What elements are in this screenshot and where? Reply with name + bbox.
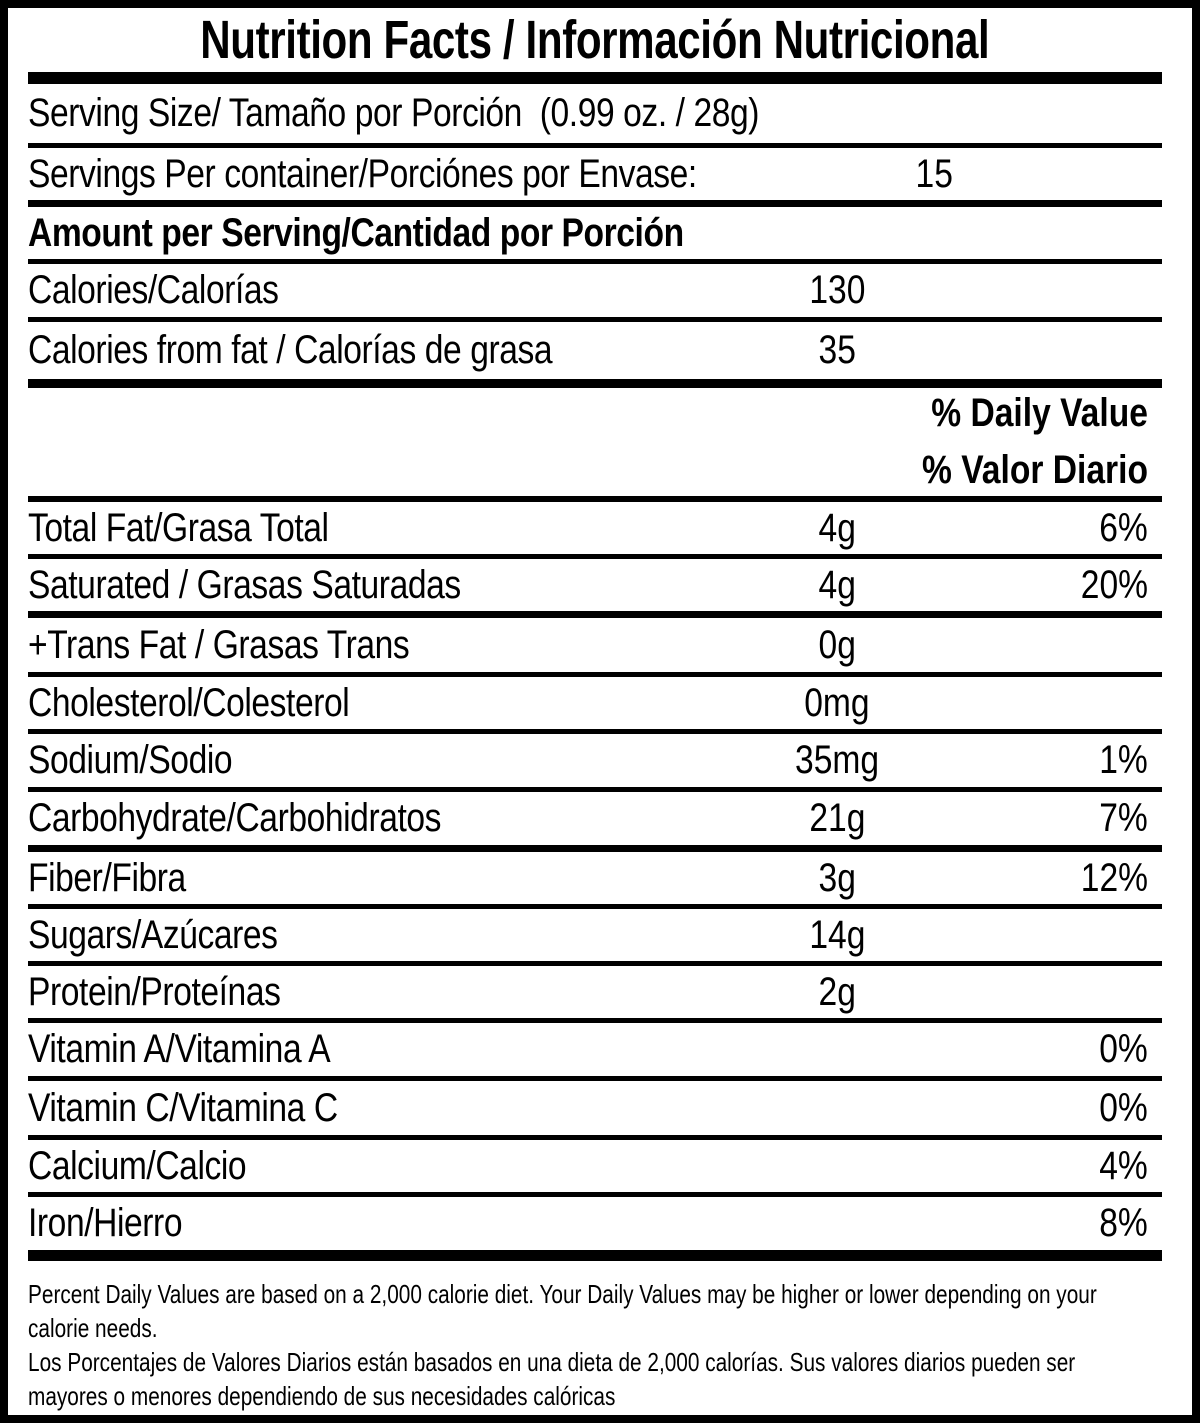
nutrient-amount: 0mg — [804, 680, 870, 725]
nutrient-label: Fiber/Fibra — [28, 855, 186, 900]
nutrient-label: Saturated / Grasas Saturadas — [28, 562, 461, 607]
divider — [28, 672, 1162, 677]
divider — [28, 143, 1162, 148]
divider-thick — [28, 1250, 1162, 1261]
row-total-fat: Total Fat/Grasa Total 4g 6% — [28, 502, 1162, 554]
calories-from-fat-label: Calories from fat / Calorías de grasa — [28, 328, 553, 372]
divider — [28, 611, 1162, 618]
nutrient-dv: 20% — [1080, 562, 1148, 607]
divider — [28, 845, 1162, 852]
footnote-line: Los Porcentajes de Valores Diarios están… — [28, 1347, 1076, 1377]
nutrient-label: Iron/Hierro — [28, 1201, 183, 1245]
divider — [28, 317, 1162, 322]
footnote: Percent Daily Values are based on a 2,00… — [28, 1261, 1162, 1413]
nutrient-label: Sugars/Azúcares — [28, 912, 278, 957]
nutrient-dv: 0% — [1099, 1027, 1148, 1071]
daily-value-header-es: % Valor Diario — [922, 448, 1148, 492]
divider — [28, 496, 1162, 502]
servings-per-container-value: 15 — [915, 151, 953, 196]
nutrient-dv: 7% — [1099, 796, 1148, 840]
row-trans-fat: +Trans Fat / Grasas Trans 0g — [28, 618, 1162, 672]
nutrient-label: Vitamin C/Vitamina C — [28, 1085, 338, 1130]
nutrient-amount: 2g — [818, 969, 856, 1014]
servings-per-container-label: Servings Per container/Porciónes por Env… — [28, 151, 697, 196]
nutrient-amount: 0g — [818, 622, 856, 667]
row-sodium: Sodium/Sodio 35mg 1% — [28, 734, 1162, 787]
row-servings-per-container: Servings Per container/Porciónes por Env… — [28, 148, 1162, 200]
calories-value: 130 — [808, 268, 866, 312]
footnote-line: calorie needs. — [28, 1313, 158, 1343]
divider — [28, 1076, 1162, 1081]
daily-value-header: % Daily Value % Valor Diario — [28, 388, 1162, 496]
divider-thick — [28, 379, 1162, 388]
divider — [28, 259, 1162, 264]
footnote-line: mayores o menores dependiendo de sus nec… — [28, 1381, 616, 1411]
divider — [28, 1135, 1162, 1140]
nutrient-amount: 35mg — [794, 738, 880, 782]
row-vitamin-c: Vitamin C/Vitamina C 0% — [28, 1081, 1162, 1135]
nutrient-label: Total Fat/Grasa Total — [28, 505, 329, 550]
nutrient-label: Calcium/Calcio — [28, 1143, 247, 1188]
divider — [28, 200, 1162, 207]
amount-per-serving-header: Amount per Serving/Cantidad por Porción — [28, 210, 684, 255]
divider — [28, 904, 1162, 909]
nutrient-label: Carbohydrate/Carbohidratos — [28, 796, 442, 840]
row-saturated-fat: Saturated / Grasas Saturadas 4g 20% — [28, 559, 1162, 611]
nutrient-label: +Trans Fat / Grasas Trans — [28, 622, 410, 667]
row-fiber: Fiber/Fibra 3g 12% — [28, 852, 1162, 904]
footnote-line: Percent Daily Values are based on a 2,00… — [28, 1279, 1097, 1309]
nutrient-dv: 6% — [1099, 505, 1148, 550]
row-serving-size: Serving Size/ Tamaño por Porción (0.99 o… — [28, 84, 1162, 143]
serving-size-text: Serving Size/ Tamaño por Porción (0.99 o… — [28, 91, 760, 135]
nutrient-amount: 21g — [808, 796, 866, 840]
nutrient-dv: 12% — [1080, 855, 1148, 900]
nutrient-amount: 4g — [818, 505, 856, 550]
nutrient-label: Vitamin A/Vitamina A — [28, 1027, 331, 1071]
nutrient-dv: 1% — [1099, 738, 1148, 782]
label-title: Nutrition Facts / Información Nutriciona… — [200, 10, 990, 70]
row-calcium: Calcium/Calcio 4% — [28, 1140, 1162, 1192]
divider-thick — [28, 72, 1162, 84]
nutrient-dv: 8% — [1099, 1201, 1148, 1245]
row-sugars: Sugars/Azúcares 14g — [28, 909, 1162, 961]
nutrient-label: Protein/Proteínas — [28, 969, 281, 1014]
divider — [28, 961, 1162, 966]
nutrient-dv: 4% — [1099, 1143, 1148, 1188]
nutrient-amount: 4g — [818, 562, 856, 607]
row-amount-per-serving: Amount per Serving/Cantidad por Porción — [28, 207, 1162, 259]
calories-label: Calories/Calorías — [28, 268, 279, 312]
label-title-row: Nutrition Facts / Información Nutriciona… — [28, 8, 1162, 72]
row-cholesterol: Cholesterol/Colesterol 0mg — [28, 677, 1162, 729]
nutrient-amount: 3g — [818, 855, 856, 900]
divider — [28, 554, 1162, 559]
nutrient-label: Sodium/Sodio — [28, 738, 233, 782]
row-carbohydrate: Carbohydrate/Carbohidratos 21g 7% — [28, 792, 1162, 845]
divider — [28, 787, 1162, 792]
row-calories: Calories/Calorías 130 — [28, 264, 1162, 317]
row-protein: Protein/Proteínas 2g — [28, 966, 1162, 1018]
calories-from-fat-value: 35 — [818, 328, 856, 372]
row-iron: Iron/Hierro 8% — [28, 1197, 1162, 1250]
row-calories-from-fat: Calories from fat / Calorías de grasa 35 — [28, 322, 1162, 379]
divider — [28, 729, 1162, 734]
nutrient-dv: 0% — [1099, 1085, 1148, 1130]
daily-value-header-en: % Daily Value — [931, 391, 1148, 435]
divider — [28, 1192, 1162, 1197]
nutrient-amount: 14g — [808, 912, 866, 957]
divider — [28, 1018, 1162, 1023]
row-vitamin-a: Vitamin A/Vitamina A 0% — [28, 1023, 1162, 1076]
nutrient-label: Cholesterol/Colesterol — [28, 680, 350, 725]
